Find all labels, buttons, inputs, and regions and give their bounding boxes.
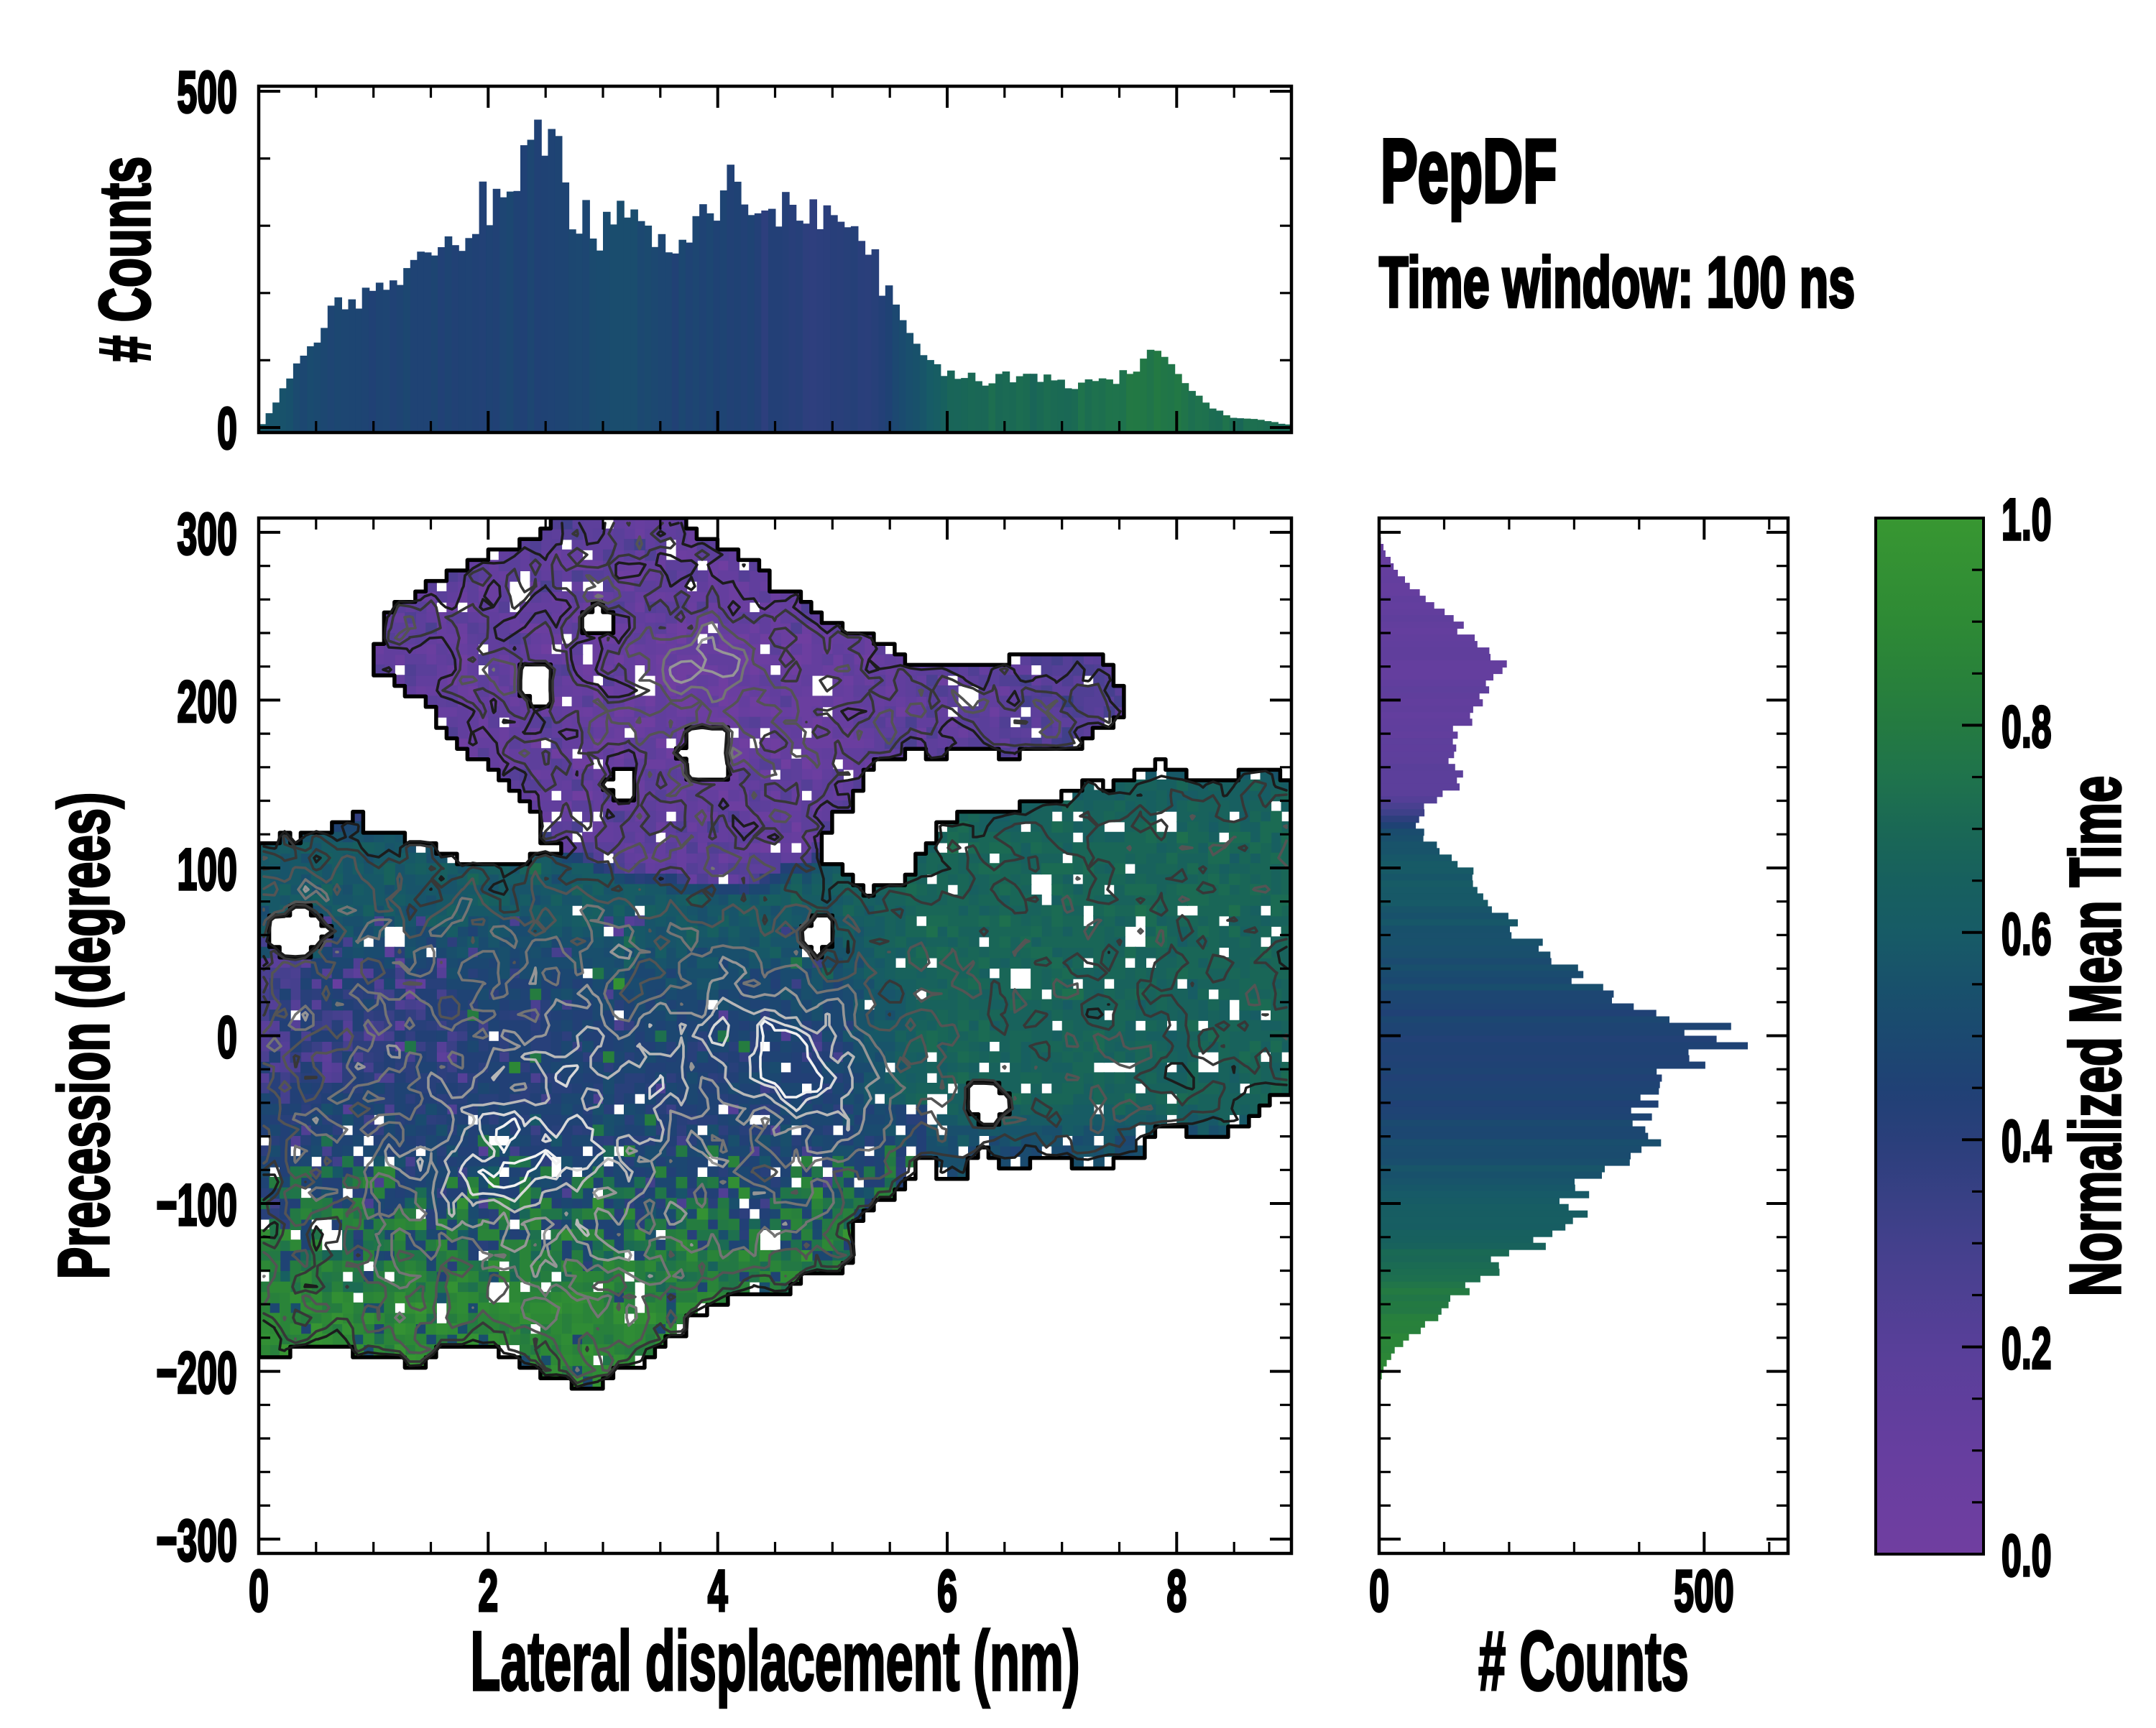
svg-text:0: 0: [1369, 1559, 1389, 1625]
svg-text:1.0: 1.0: [2001, 488, 2052, 553]
svg-text:PepDF: PepDF: [1381, 121, 1557, 221]
svg-text:300: 300: [178, 502, 237, 567]
svg-text:6: 6: [937, 1559, 957, 1625]
svg-text:0: 0: [217, 1005, 237, 1071]
svg-text:2: 2: [478, 1559, 498, 1625]
svg-text:# Counts: # Counts: [1478, 1614, 1689, 1709]
svg-text:0.8: 0.8: [2001, 695, 2052, 760]
svg-text:0.2: 0.2: [2001, 1316, 2052, 1382]
svg-text:8: 8: [1166, 1559, 1187, 1625]
svg-text:200: 200: [178, 670, 237, 735]
svg-text:0.4: 0.4: [2001, 1109, 2052, 1175]
svg-text:Precession (degrees): Precession (degrees): [45, 793, 125, 1280]
svg-text:# Counts: # Counts: [86, 157, 166, 363]
svg-text:0: 0: [249, 1559, 269, 1625]
svg-text:500: 500: [1674, 1559, 1733, 1625]
svg-text:0.6: 0.6: [2001, 902, 2052, 967]
svg-text:Lateral displacement (nm): Lateral displacement (nm): [470, 1614, 1079, 1709]
svg-text:−200: −200: [156, 1341, 237, 1406]
svg-text:Normalized Mean Time: Normalized Mean Time: [2056, 776, 2137, 1297]
svg-text:Time window: 100 ns: Time window: 100 ns: [1379, 243, 1855, 322]
svg-text:0.0: 0.0: [2001, 1524, 2052, 1589]
svg-text:−100: −100: [156, 1173, 237, 1239]
svg-text:500: 500: [178, 60, 237, 126]
svg-text:−300: −300: [156, 1509, 237, 1574]
svg-text:4: 4: [708, 1559, 728, 1625]
svg-text:100: 100: [178, 838, 237, 903]
svg-text:0: 0: [217, 397, 237, 462]
